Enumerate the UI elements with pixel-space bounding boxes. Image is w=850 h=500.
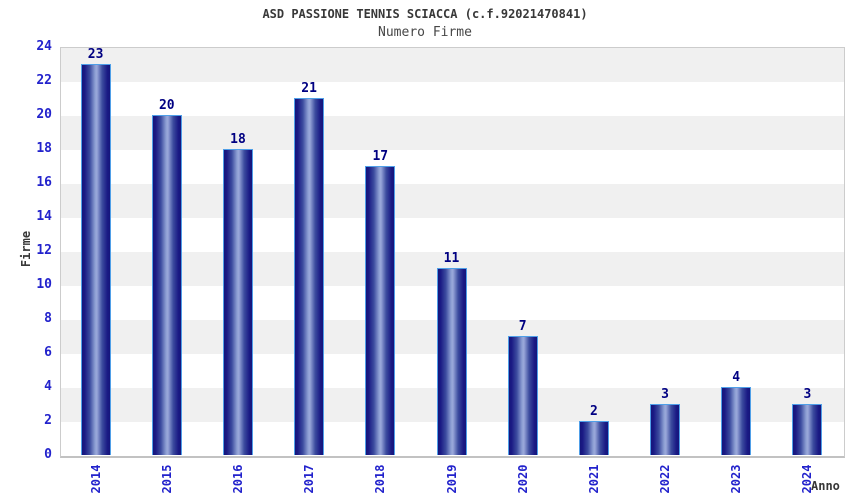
bar-value-label: 7 [518,319,527,334]
bar-value-label: 2 [589,404,598,419]
grid-band [61,218,844,252]
bar-value-label: 17 [372,149,389,164]
y-tick-label: 10 [36,277,52,292]
bar-value-label: 3 [803,387,812,402]
x-tick-label: 2023 [729,464,744,494]
bar-2015 [151,115,182,455]
y-tick-label: 0 [44,447,52,462]
grid-band [61,116,844,150]
bar-2020 [507,336,538,455]
bar-2021 [578,421,609,455]
y-tick-label: 24 [36,39,52,54]
y-tick-label: 8 [44,311,52,326]
bar-2018 [365,166,396,455]
x-tick-label: 2018 [373,464,388,494]
x-tick-label: 2024 [800,464,815,494]
bar-2014 [80,64,111,455]
x-tick-label: 2016 [230,464,245,494]
x-tick-label: 2021 [586,464,601,494]
x-axis-title: Anno [811,479,840,493]
bar-2019 [436,268,467,455]
bar-value-label: 23 [87,47,104,62]
x-tick-label: 2020 [515,464,530,494]
y-tick-label: 16 [36,175,52,190]
y-tick-label: 4 [44,379,52,394]
bar-2022 [650,404,681,455]
chart-title: ASD PASSIONE TENNIS SCIACCA (c.f.9202147… [262,7,588,21]
x-tick-label: 2017 [302,464,317,494]
y-tick-label: 2 [44,413,52,428]
grid-band [61,48,844,82]
x-tick-label: 2019 [444,464,459,494]
x-tick-label: 2022 [658,464,673,494]
x-tick-label: 2015 [159,464,174,494]
chart-subtitle: Numero Firme [378,25,472,40]
grid-band [61,184,844,218]
y-tick-label: 12 [36,243,52,258]
bar-value-label: 3 [661,387,669,402]
bar-2024 [792,404,823,455]
bar-2016 [222,149,253,455]
y-tick-label: 18 [36,141,52,156]
bar-value-label: 18 [230,132,246,147]
bar-value-label: 4 [732,370,741,385]
bar-value-label: 11 [443,251,460,266]
y-tick-label: 6 [44,345,52,360]
y-tick-label: 14 [36,209,52,224]
bar-value-label: 21 [301,81,317,96]
y-tick-label: 22 [36,73,52,88]
x-tick-label: 2014 [88,464,103,494]
grid-band [61,82,844,116]
grid-band [61,150,844,184]
bar-value-label: 20 [158,98,175,113]
y-tick-label: 20 [36,107,52,122]
bar-2017 [294,98,325,455]
bar-2023 [721,387,752,455]
